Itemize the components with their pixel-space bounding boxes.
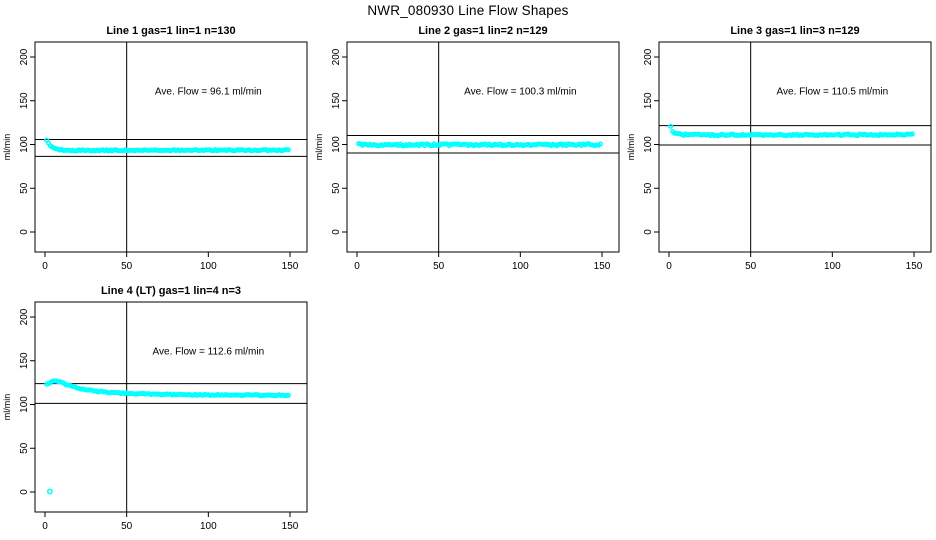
plot-box xyxy=(658,41,932,253)
plot-svg-4: Line 4 (LT) gas=1 lin=4 n=3 0 50 100 150 200 m… xyxy=(2,285,308,532)
y-tick-label: 50 xyxy=(331,182,342,194)
y-tick-label: 100 xyxy=(331,136,342,153)
y-tick-label: 200 xyxy=(331,48,342,65)
x-tick-label: 150 xyxy=(282,521,299,532)
y-tick-label: 0 xyxy=(19,489,30,495)
outlier-data-point xyxy=(46,488,53,495)
data-point xyxy=(668,123,674,129)
data-point xyxy=(285,392,291,398)
plot-box xyxy=(346,41,620,253)
y-tick-label: 150 xyxy=(643,92,654,109)
x-tick-label: 0 xyxy=(666,261,672,272)
plot-svg-3: Line 3 gas=1 lin=3 n=129 0 50 100 150 200 ml/m… xyxy=(626,25,932,272)
y-tick-label: 0 xyxy=(643,229,654,235)
plot-panel-2: Line 2 gas=1 lin=2 n=129 0 50 100 150 200 ml/m… xyxy=(312,20,624,280)
x-tick-label: 100 xyxy=(200,261,217,272)
y-axis-label: ml/min xyxy=(314,134,324,161)
x-tick-label: 50 xyxy=(433,261,445,272)
y-tick-label: 50 xyxy=(19,442,30,454)
y-tick-label: 200 xyxy=(643,48,654,65)
y-tick-label: 100 xyxy=(643,136,654,153)
plot-svg-1: Line 1 gas=1 lin=1 n=130 0 50 100 150 200 ml/m… xyxy=(2,25,308,272)
panel-title: Line 3 gas=1 lin=3 n=129 xyxy=(730,25,859,37)
plot-box xyxy=(34,41,308,253)
y-tick-label: 200 xyxy=(19,308,30,325)
data-point xyxy=(597,141,603,147)
x-tick-label: 50 xyxy=(745,261,757,272)
x-tick-label: 0 xyxy=(354,261,360,272)
x-tick-label: 100 xyxy=(824,261,841,272)
y-tick-label: 50 xyxy=(19,182,30,194)
y-tick-label: 50 xyxy=(643,182,654,194)
x-tick-label: 150 xyxy=(594,261,611,272)
x-tick-label: 150 xyxy=(906,261,923,272)
data-point xyxy=(285,147,291,153)
data-point xyxy=(909,131,915,137)
figure-title: NWR_080930 Line Flow Shapes xyxy=(367,3,569,18)
y-tick-label: 0 xyxy=(331,229,342,235)
plot-panel-4: Line 4 (LT) gas=1 lin=4 n=3 0 50 100 150 200 m… xyxy=(0,280,312,540)
x-tick-label: 150 xyxy=(282,261,299,272)
x-tick-label: 50 xyxy=(121,521,133,532)
y-tick-label: 100 xyxy=(19,396,30,413)
panel-title: Line 1 gas=1 lin=1 n=130 xyxy=(106,25,235,37)
plot-panel-1: Line 1 gas=1 lin=1 n=130 0 50 100 150 200 ml/m… xyxy=(0,20,312,280)
x-tick-label: 0 xyxy=(42,261,48,272)
plot-box xyxy=(34,301,308,513)
y-tick-label: 0 xyxy=(19,229,30,235)
y-axis-label: ml/min xyxy=(2,134,12,161)
plot-panel-3: Line 3 gas=1 lin=3 n=129 0 50 100 150 200 ml/m… xyxy=(624,20,936,280)
ave-flow-annotation: Ave. Flow = 110.5 ml/min xyxy=(777,87,889,98)
y-tick-label: 150 xyxy=(19,352,30,369)
x-tick-label: 50 xyxy=(121,261,133,272)
ave-flow-annotation: Ave. Flow = 100.3 ml/min xyxy=(464,87,576,98)
y-tick-label: 200 xyxy=(19,48,30,65)
y-axis-label: ml/min xyxy=(626,134,636,161)
plot-svg-2: Line 2 gas=1 lin=2 n=129 0 50 100 150 200 ml/m… xyxy=(314,25,620,272)
ave-flow-annotation: Ave. Flow = 112.6 ml/min xyxy=(153,347,265,358)
y-tick-label: 100 xyxy=(19,136,30,153)
x-tick-label: 0 xyxy=(42,521,48,532)
panel-title: Line 4 (LT) gas=1 lin=4 n=3 xyxy=(101,285,241,297)
x-tick-label: 100 xyxy=(200,521,217,532)
y-tick-label: 150 xyxy=(331,92,342,109)
ave-flow-annotation: Ave. Flow = 96.1 ml/min xyxy=(155,87,262,98)
y-axis-label: ml/min xyxy=(2,394,12,421)
y-tick-label: 150 xyxy=(19,92,30,109)
panel-title: Line 2 gas=1 lin=2 n=129 xyxy=(418,25,547,37)
x-tick-label: 100 xyxy=(512,261,529,272)
